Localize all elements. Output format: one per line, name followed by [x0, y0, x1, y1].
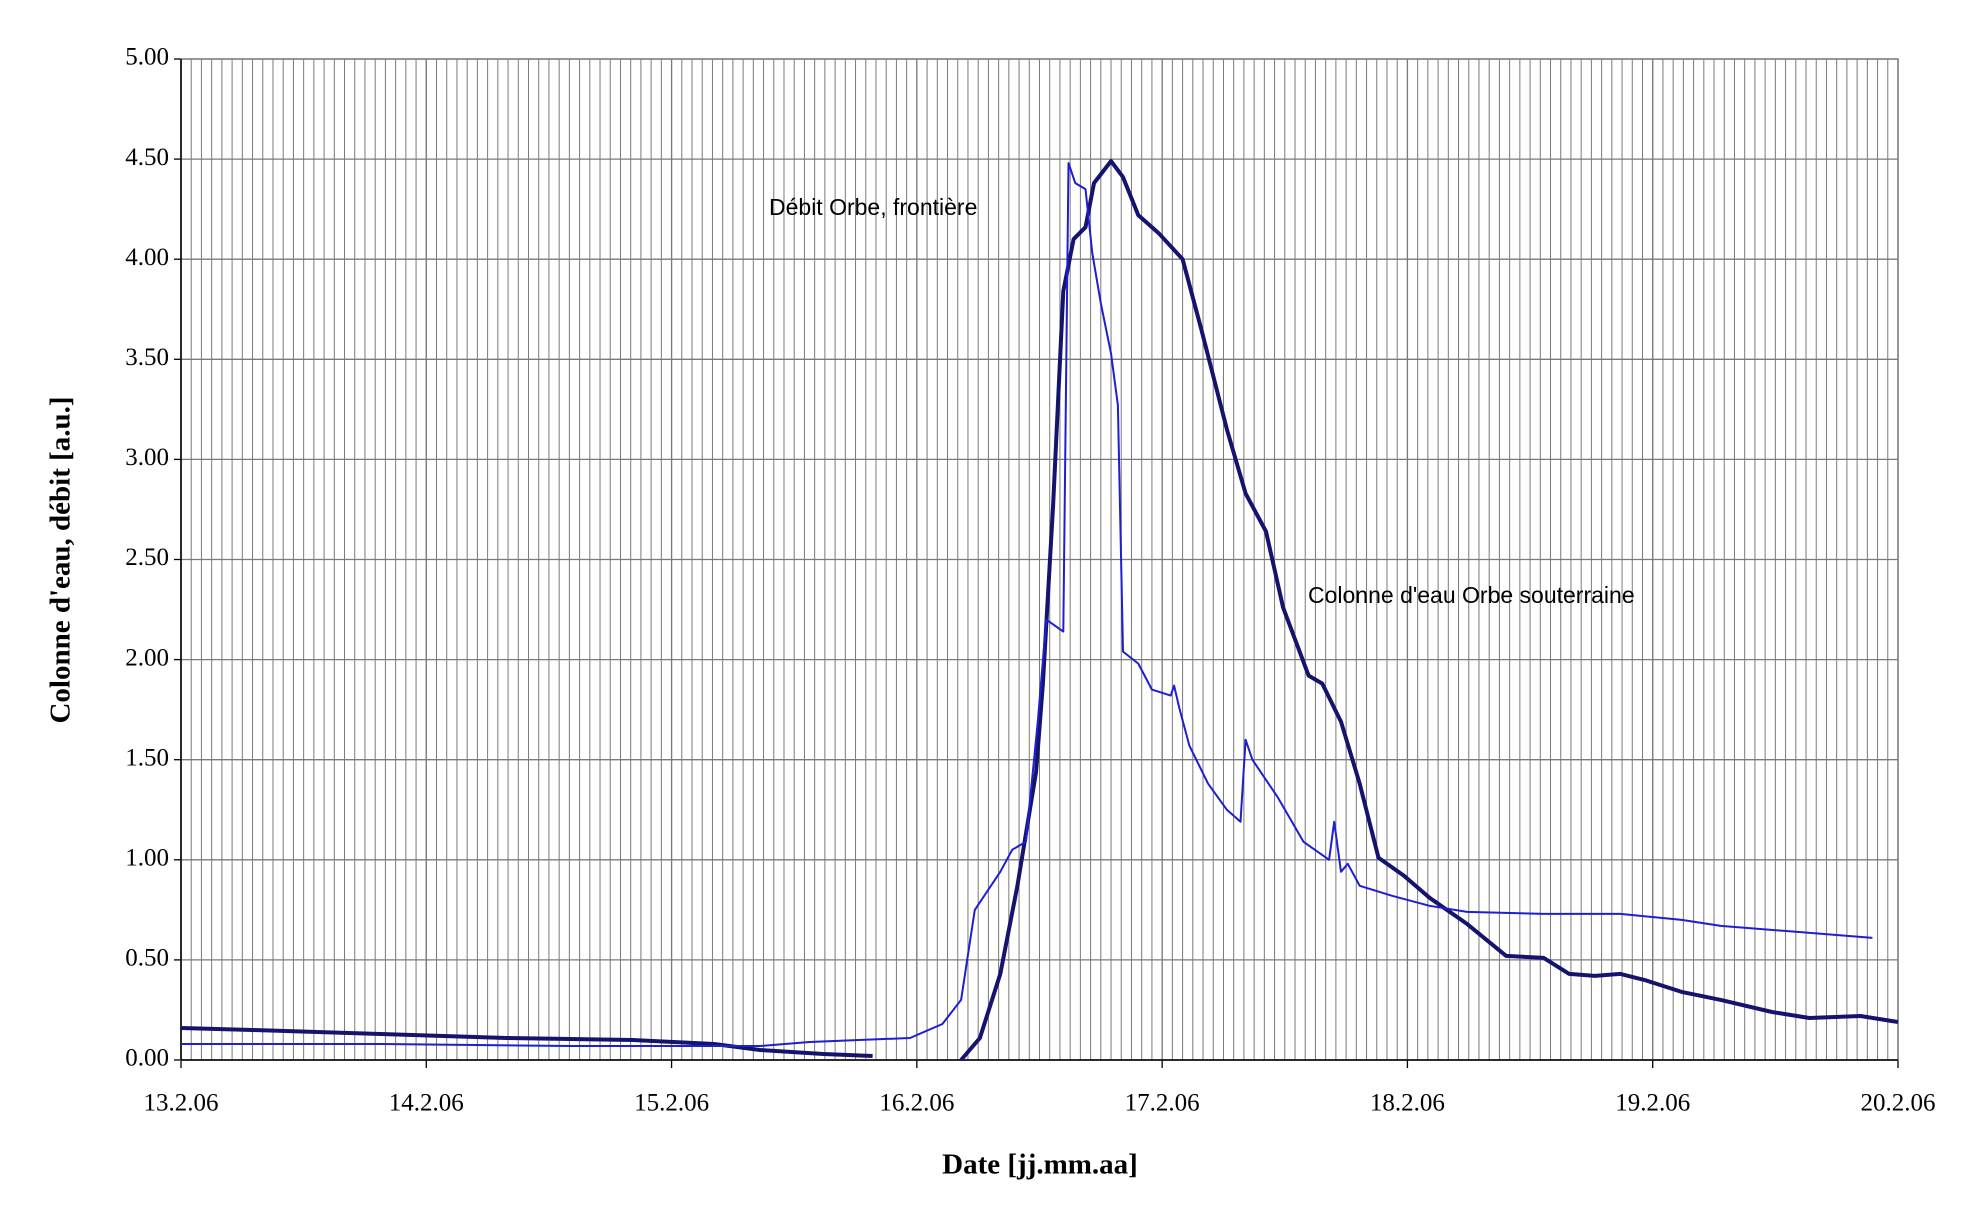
x-tick-label: 20.2.06 — [1861, 1090, 1936, 1117]
x-tick-label: 14.2.06 — [389, 1090, 464, 1117]
y-tick-label: 2.00 — [125, 644, 169, 671]
y-tick-label: 4.50 — [125, 144, 169, 171]
y-tick-label: 1.50 — [125, 744, 169, 771]
y-tick-label: 0.00 — [125, 1045, 169, 1072]
x-tick-label: 13.2.06 — [144, 1090, 219, 1117]
y-tick-label: 4.00 — [125, 244, 169, 271]
series-annotation: Colonne d'eau Orbe souterraine — [1308, 582, 1635, 608]
y-axis-label: Colonne d'eau, débit [a.u.] — [45, 396, 77, 723]
y-tick-label: 3.00 — [125, 444, 169, 471]
y-tick-label: 2.50 — [125, 544, 169, 571]
x-tick-label: 18.2.06 — [1370, 1090, 1445, 1117]
y-tick-label: 0.50 — [125, 945, 169, 972]
x-tick-label: 17.2.06 — [1125, 1090, 1200, 1117]
x-tick-label: 15.2.06 — [634, 1090, 709, 1117]
series-annotation: Débit Orbe, frontière — [769, 194, 977, 220]
x-tick-label: 19.2.06 — [1615, 1090, 1690, 1117]
x-axis-label: Date [jj.mm.aa] — [942, 1149, 1138, 1181]
y-tick-label: 5.00 — [125, 44, 169, 71]
series-line — [181, 162, 1873, 1047]
series-line — [180, 159, 1899, 1062]
y-tick-label: 1.00 — [125, 845, 169, 872]
y-tick-label: 3.50 — [125, 344, 169, 371]
x-tick-label: 16.2.06 — [879, 1090, 954, 1117]
